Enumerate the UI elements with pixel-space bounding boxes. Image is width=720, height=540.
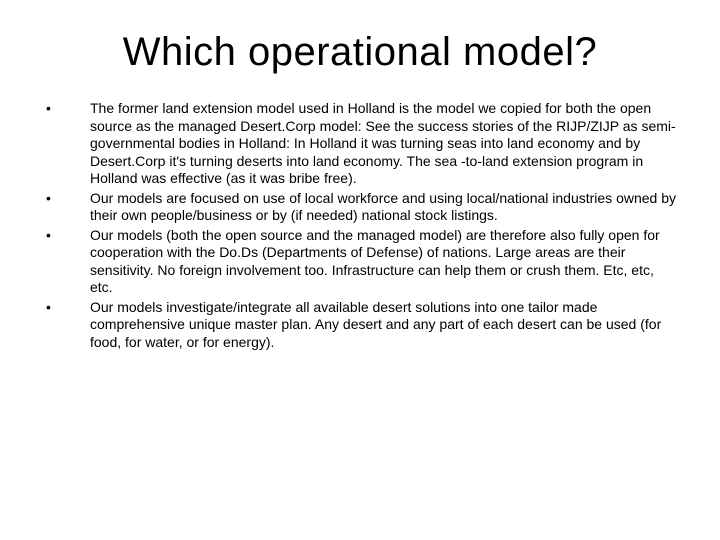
- bullet-icon: •: [40, 100, 90, 118]
- list-item: • Our models investigate/integrate all a…: [40, 299, 680, 352]
- slide: Which operational model? • The former la…: [0, 0, 720, 540]
- list-item: • The former land extension model used i…: [40, 100, 680, 188]
- bullet-icon: •: [40, 190, 90, 208]
- bullet-text: The former land extension model used in …: [90, 100, 680, 188]
- list-item: • Our models (both the open source and t…: [40, 227, 680, 297]
- bullet-icon: •: [40, 299, 90, 317]
- bullet-text: Our models are focused on use of local w…: [90, 190, 680, 225]
- bullet-text: Our models (both the open source and the…: [90, 227, 680, 297]
- bullet-icon: •: [40, 227, 90, 245]
- slide-title: Which operational model?: [40, 30, 680, 75]
- list-item: • Our models are focused on use of local…: [40, 190, 680, 225]
- bullet-list: • The former land extension model used i…: [40, 100, 680, 351]
- bullet-text: Our models investigate/integrate all ava…: [90, 299, 680, 352]
